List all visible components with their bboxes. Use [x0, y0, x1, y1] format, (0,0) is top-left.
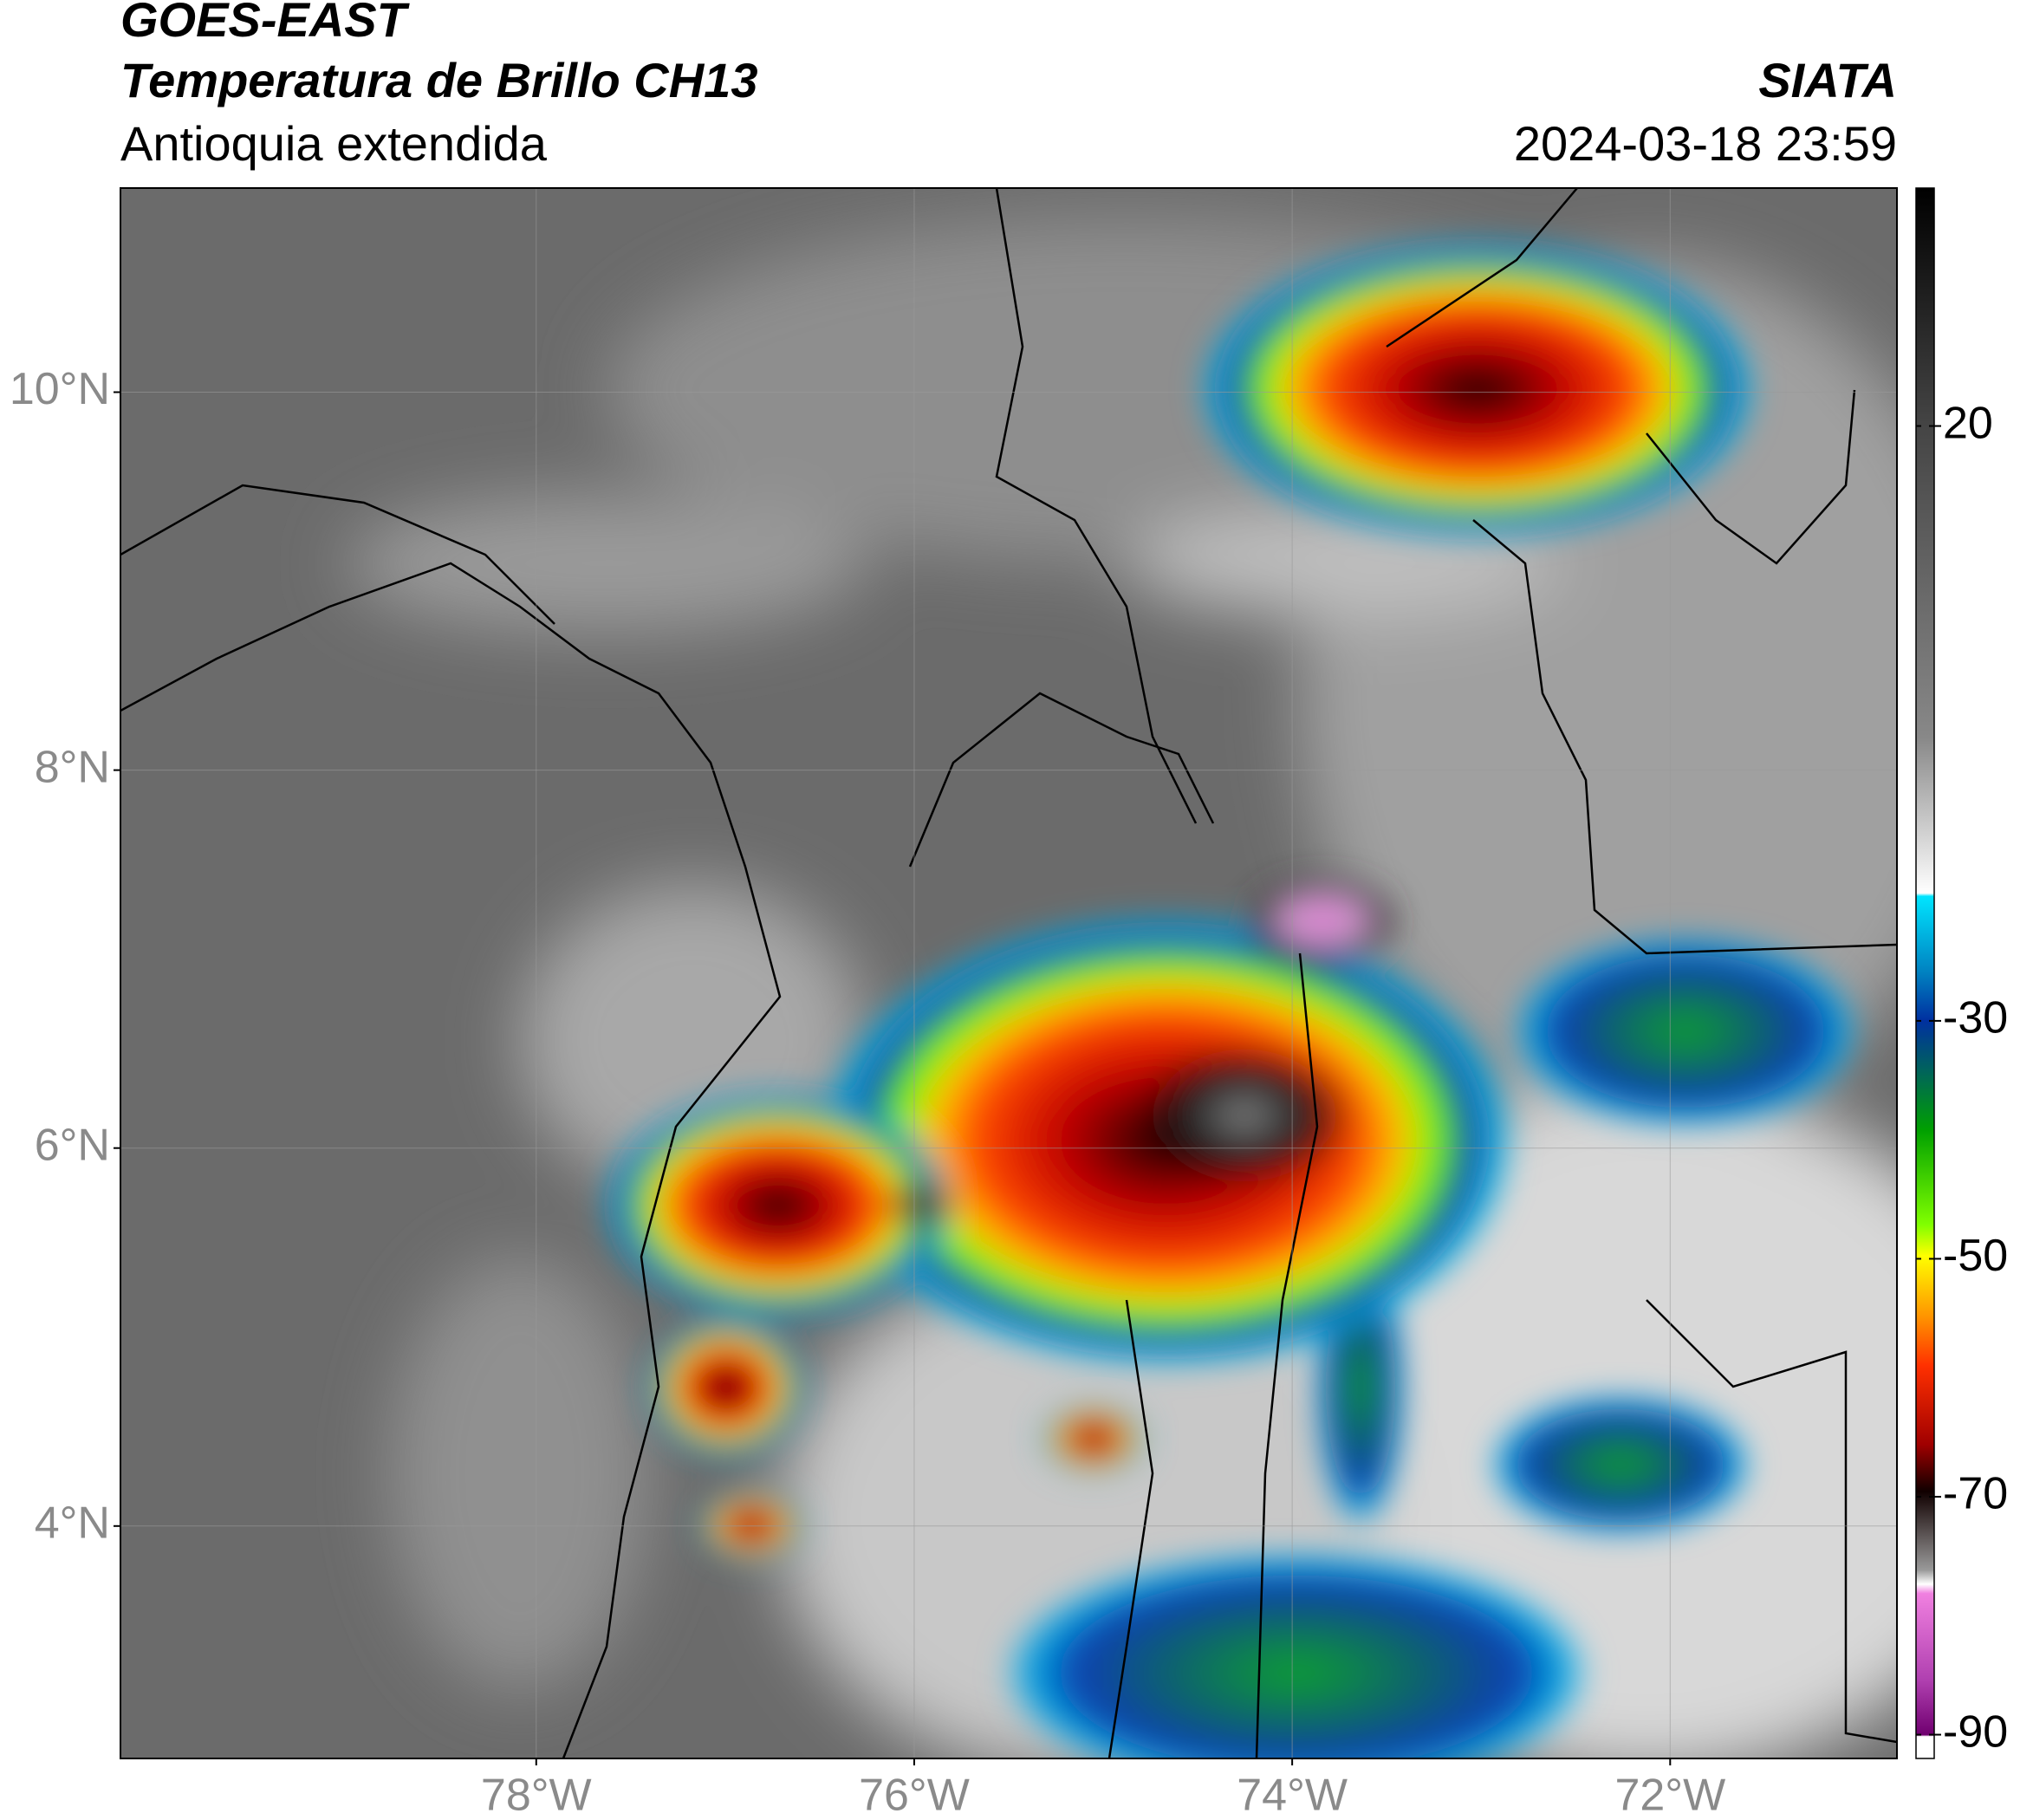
y-tick-label: 6°N [35, 1120, 110, 1170]
y-tick-label: 10°N [10, 364, 110, 414]
map-frame [120, 187, 1898, 1759]
subtitle: Temperatura de Brillo CH13 [120, 53, 757, 107]
x-tick-label: 78°W [481, 1771, 592, 1820]
source: SIATA [1758, 53, 1897, 107]
grid [120, 188, 1897, 1758]
colorbar-tick-label: -50 [1943, 1231, 2008, 1281]
title: GOES-EAST [120, 0, 411, 47]
x-tick-label: 72°W [1614, 1771, 1725, 1820]
colorbar-tick-label: -90 [1943, 1706, 2008, 1757]
colorbar [1915, 187, 1935, 1759]
colorbar-tick-label: -70 [1943, 1469, 2008, 1519]
x-tick-label: 76°W [859, 1771, 970, 1820]
y-tick-label: 4°N [35, 1498, 110, 1549]
timestamp: 2024-03-18 23:59 [1514, 116, 1897, 171]
x-tick-label: 74°W [1237, 1771, 1348, 1820]
colorbar-tick-label: -30 [1943, 993, 2008, 1043]
region: Antioquia extendida [120, 116, 548, 171]
satellite-image [120, 188, 1897, 1758]
y-tick-label: 8°N [35, 742, 110, 792]
colorbar-tick-label: 20 [1943, 398, 1993, 448]
